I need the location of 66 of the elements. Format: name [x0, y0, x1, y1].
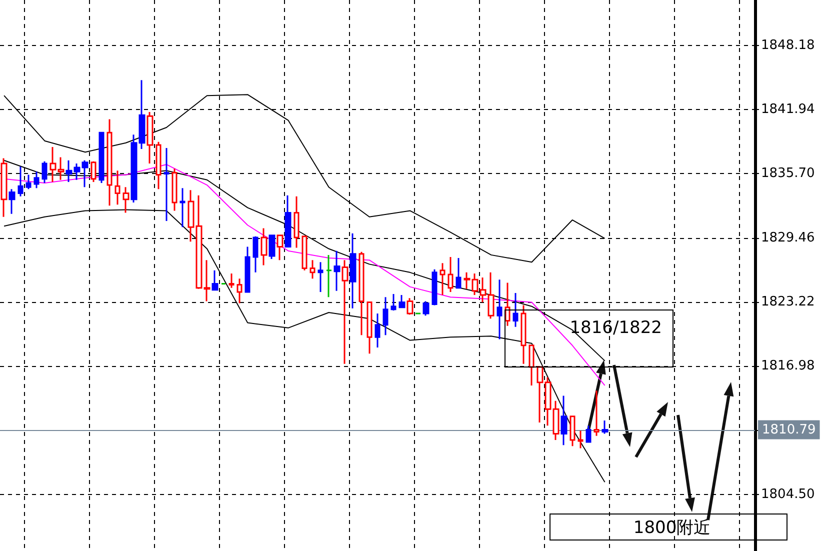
- candlestick: [326, 254, 332, 298]
- candlestick: [448, 256, 454, 293]
- candlestick: [106, 118, 112, 206]
- candlestick: [570, 416, 576, 447]
- candlestick: [594, 390, 600, 437]
- y-tick-label: 1823.22: [761, 294, 815, 310]
- candlestick: [252, 236, 258, 274]
- candlestick: [406, 297, 414, 316]
- y-tick-label: 1829.46: [761, 230, 815, 246]
- annotation: 1800附近: [633, 518, 711, 538]
- candlestick: [26, 174, 32, 190]
- candlestick: [276, 234, 284, 261]
- candlestick: [440, 262, 446, 296]
- candlestick: [456, 257, 462, 289]
- candlestick: [164, 147, 170, 222]
- candlestick: [0, 158, 8, 218]
- candlestick: [342, 259, 348, 365]
- candlestick: [114, 170, 120, 206]
- candlestick: [358, 251, 364, 336]
- candlestick: [374, 312, 380, 348]
- candlestick: [90, 160, 96, 183]
- candlestick: [98, 132, 104, 184]
- candlestick: [236, 278, 242, 304]
- candlestick: [156, 141, 162, 190]
- candlestick: [146, 111, 154, 164]
- candlestick: [350, 232, 356, 310]
- candlestick: [602, 420, 608, 435]
- candlestick: [42, 160, 48, 184]
- candlestick: [180, 187, 186, 228]
- candlestick: [520, 304, 526, 365]
- candlestick: [578, 430, 584, 449]
- y-tick-label: 1841.94: [761, 102, 815, 118]
- annotation: 1816/1822: [570, 318, 662, 338]
- candlestick: [422, 300, 430, 316]
- candlestick: [18, 166, 24, 198]
- candlestick: [334, 250, 340, 292]
- candlestick: [398, 294, 406, 308]
- candlestick: [212, 270, 218, 291]
- y-tick-label: 1835.70: [761, 166, 815, 182]
- candlestick: [318, 261, 324, 293]
- candlestick: [302, 236, 308, 272]
- candlestick: [228, 272, 234, 289]
- ref-line-label: 1810.79: [762, 422, 816, 438]
- candlestick: [268, 234, 276, 260]
- candlestick: [366, 301, 372, 354]
- candlestick: [390, 293, 396, 312]
- candlestick: [560, 395, 568, 446]
- y-tick-label: 1804.50: [761, 486, 815, 502]
- candlestick: [260, 227, 268, 266]
- candlestick: [244, 246, 250, 293]
- y-tick-label: 1848.18: [761, 38, 815, 53]
- candlestick: [496, 278, 502, 340]
- candlestick: [8, 188, 16, 215]
- candlestick: [528, 344, 534, 386]
- candlestick: [432, 268, 438, 306]
- candlestick: [504, 282, 510, 327]
- candlestick: [512, 292, 518, 328]
- candlestick: [284, 194, 292, 248]
- candlestick: [122, 186, 130, 214]
- candlestick: [586, 424, 592, 443]
- candlestick: [382, 296, 388, 336]
- candlestick: [310, 259, 316, 280]
- y-tick-label: 1816.98: [761, 358, 815, 374]
- candlestick: [294, 196, 300, 248]
- candlestick: [34, 170, 40, 189]
- candlestick: [172, 168, 178, 212]
